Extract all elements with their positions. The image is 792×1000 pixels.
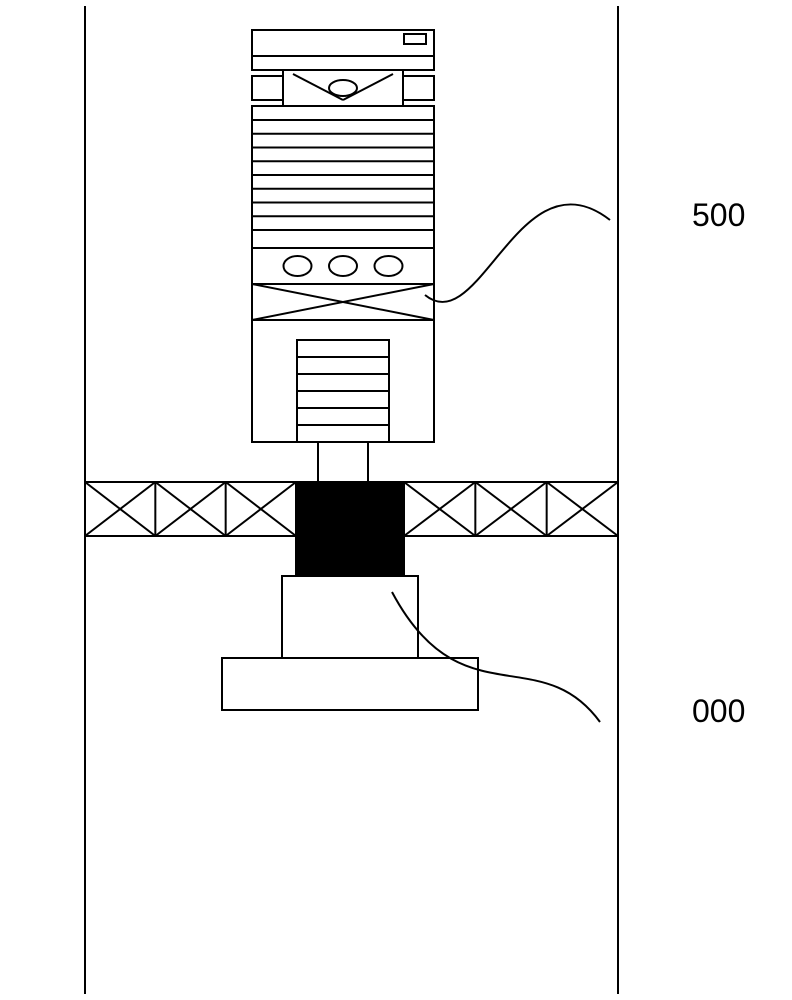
label-500: 500 <box>692 197 745 233</box>
mid-crossbar <box>85 482 618 536</box>
leader-line-500 <box>425 204 610 302</box>
lower-assembly <box>222 536 478 710</box>
label-000: 000 <box>692 693 745 729</box>
upper-assembly <box>252 30 434 482</box>
engineering-diagram: 500 000 <box>0 0 792 1000</box>
